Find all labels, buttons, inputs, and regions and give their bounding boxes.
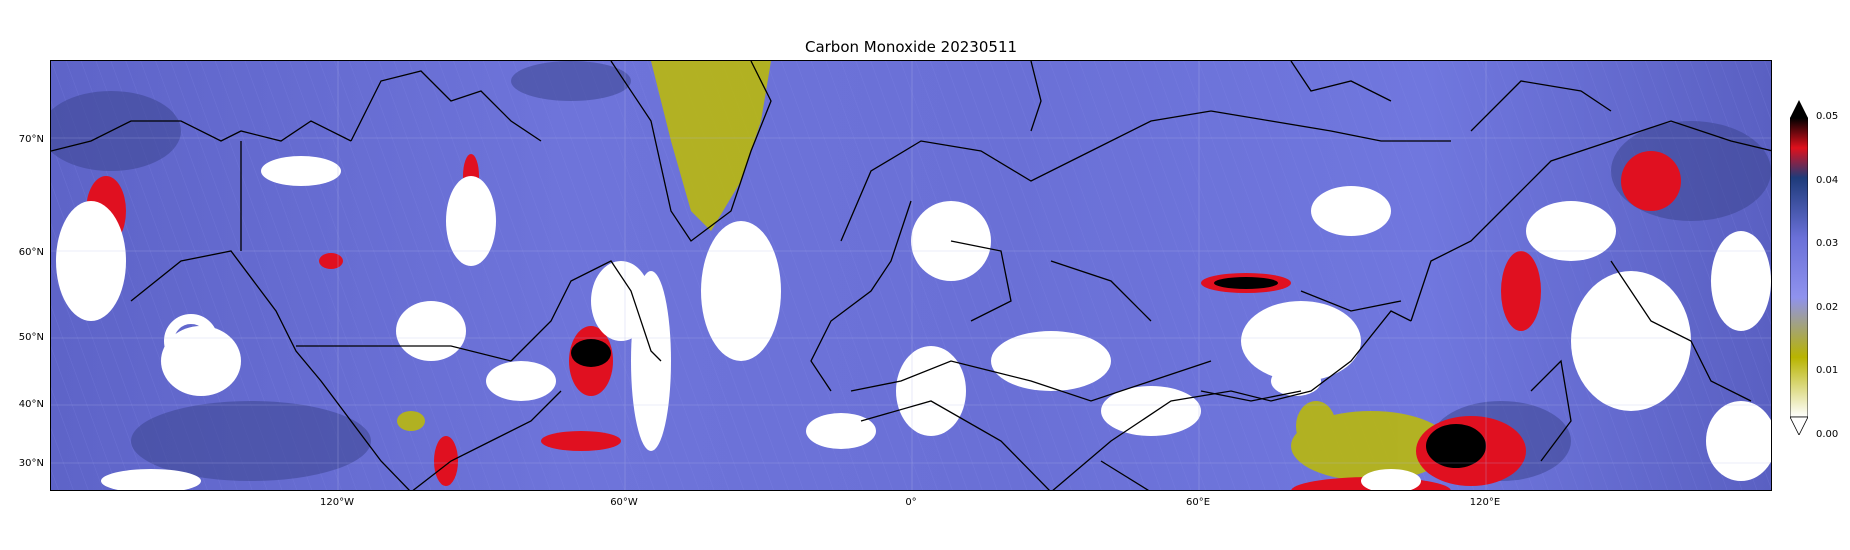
colorbar-extend-max (1790, 100, 1808, 118)
colorbar-tick-005: 0.05 (1816, 111, 1839, 122)
cloud-mask (56, 156, 1771, 490)
lon-tick-120e: 120°E (1469, 497, 1501, 508)
colorbar-tick-003: 0.03 (1816, 238, 1839, 249)
map-frame[interactable] (50, 60, 1772, 491)
colorbar (1790, 100, 1808, 435)
lat-tick-40n: 40°N (18, 399, 44, 410)
lon-tick-120w: 120°W (320, 497, 354, 508)
colorbar-tick-002: 0.02 (1816, 302, 1839, 313)
lat-tick-50n: 50°N (18, 332, 44, 343)
colorbar-extend-min (1790, 416, 1808, 435)
lon-tick-60e: 60°E (1185, 497, 1211, 508)
gridlines (51, 61, 1771, 490)
colorbar-ramp (1790, 117, 1808, 418)
co-field-map[interactable] (51, 61, 1772, 491)
lat-tick-70n: 70°N (18, 134, 44, 145)
map-title: Carbon Monoxide 20230511 (804, 38, 1018, 56)
lat-tick-60n: 60°N (18, 247, 44, 258)
very-high-co-regions (571, 277, 1486, 468)
low-co-regions (397, 61, 1451, 481)
colorbar-tick-004: 0.04 (1816, 175, 1839, 186)
lat-tick-30n: 30°N (18, 458, 44, 469)
lon-tick-60w: 60°W (610, 497, 638, 508)
lon-tick-0: 0° (905, 497, 917, 508)
colorbar-tick-000: 0.00 (1816, 429, 1839, 440)
colorbar-tick-001: 0.01 (1816, 365, 1839, 376)
coastlines (51, 61, 1771, 490)
